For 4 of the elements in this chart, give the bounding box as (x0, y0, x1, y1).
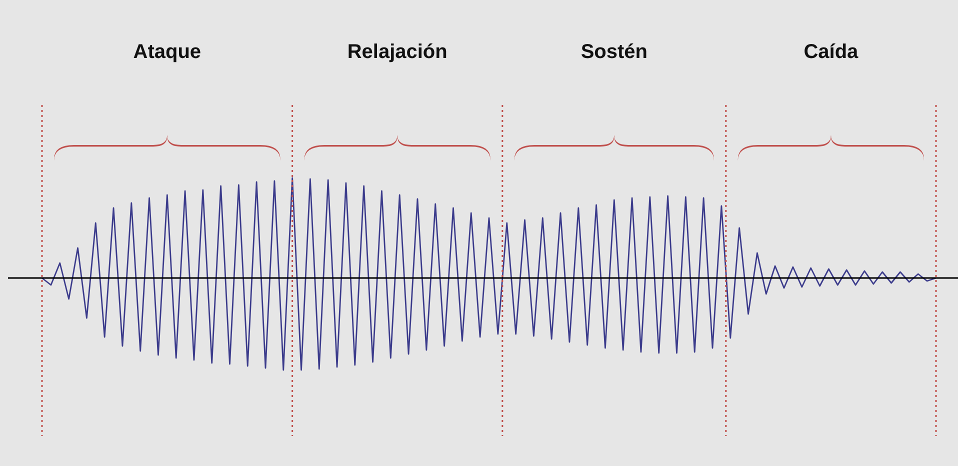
text: Ataque (133, 41, 202, 63)
text: Sostén (580, 41, 648, 63)
text: Relajación (347, 41, 448, 63)
text: Caída (804, 41, 860, 63)
